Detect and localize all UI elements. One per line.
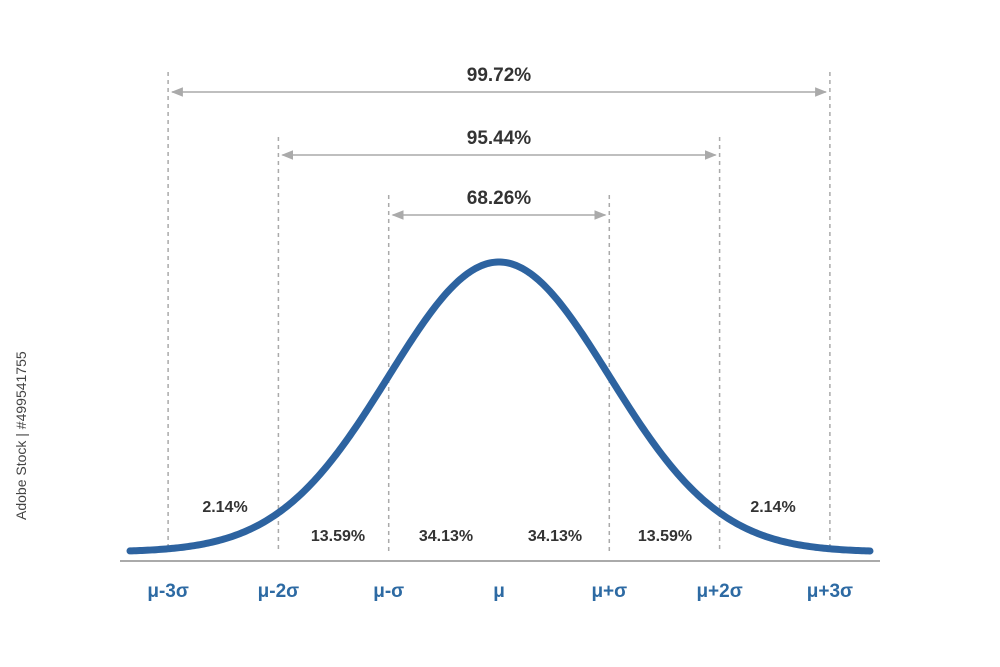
segment-label: 34.13%	[528, 528, 582, 545]
range-label: 95.44%	[467, 128, 532, 149]
segment-label: 13.59%	[638, 528, 692, 545]
watermark: Adobe Stock | #499541755	[13, 351, 29, 520]
axis-label: μ+2σ	[696, 581, 742, 602]
axis-label: μ	[493, 581, 505, 602]
segment-label: 34.13%	[419, 528, 473, 545]
axis-label: μ-3σ	[147, 581, 189, 602]
segment-label: 13.59%	[311, 528, 365, 545]
segment-label: 2.14%	[750, 499, 795, 516]
range-label: 68.26%	[467, 188, 532, 209]
range-label: 99.72%	[467, 65, 532, 86]
segment-label: 2.14%	[202, 499, 247, 516]
axis-label: μ+3σ	[807, 581, 853, 602]
axis-label: μ-2σ	[258, 581, 300, 602]
axis-label: μ+σ	[591, 581, 627, 602]
axis-label: μ-σ	[373, 581, 404, 602]
normal-curve	[126, 258, 874, 555]
